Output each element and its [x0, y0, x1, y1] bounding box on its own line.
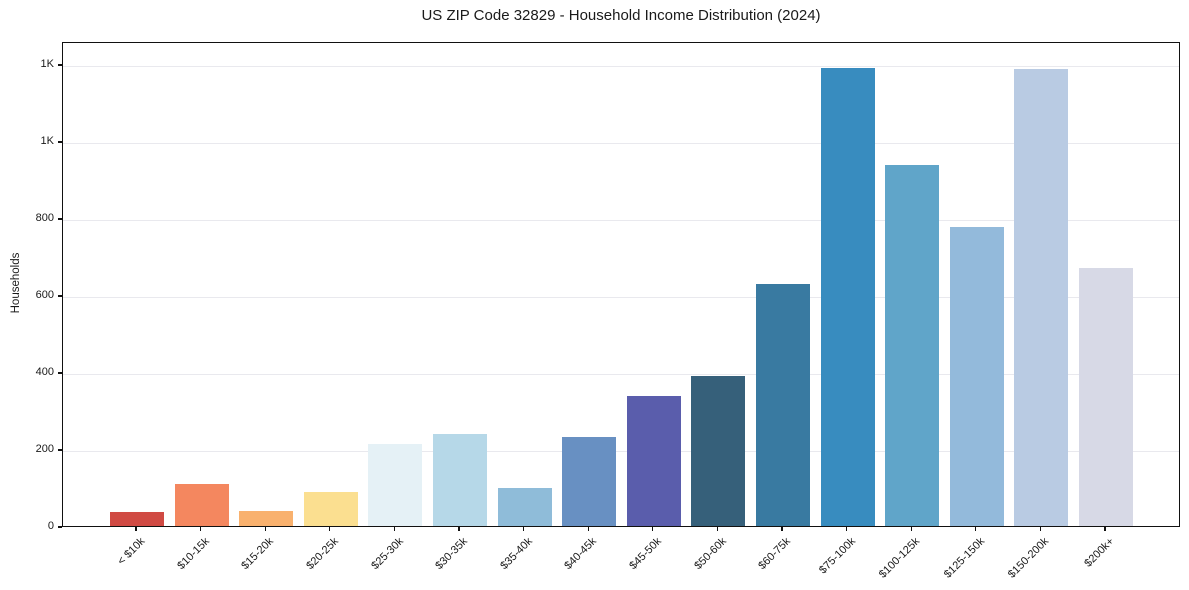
bar: [756, 284, 810, 526]
gridline: [63, 373, 1179, 375]
x-tick-mark: [845, 527, 848, 531]
x-tick-label-text: $150-200k: [1006, 535, 1052, 581]
y-tick-mark: [58, 526, 62, 528]
y-tick-mark: [58, 141, 62, 143]
x-tick-mark: [1104, 527, 1106, 531]
y-tick-label: 1K: [40, 57, 54, 70]
bar: [949, 227, 1004, 526]
x-tick-mark: [329, 527, 331, 531]
gridline: [63, 65, 1179, 67]
bar: [1079, 268, 1133, 526]
x-tick-mark: [975, 527, 977, 531]
gridline: [63, 296, 1179, 298]
x-tick-mark: [522, 527, 525, 531]
x-tick-mark: [458, 527, 460, 531]
x-tick-mark: [135, 527, 137, 531]
y-tick-mark: [58, 449, 62, 451]
x-tick-label-text: $125-150k: [941, 535, 987, 581]
x-tick-label-text: $50-60k: [691, 535, 729, 573]
bar: [562, 437, 617, 526]
bar: [368, 444, 423, 526]
gridline: [63, 219, 1179, 221]
x-tick-label-text: $60-75k: [756, 535, 794, 573]
x-tick-mark: [393, 527, 396, 531]
bar: [691, 376, 746, 526]
gridline: [63, 450, 1179, 452]
x-tick-label-text: $15-20k: [239, 535, 277, 573]
gridline: [63, 142, 1179, 144]
y-tick-label: 400: [35, 365, 54, 378]
x-tick-mark: [199, 527, 202, 531]
chart-title: US ZIP Code 32829 - Household Income Dis…: [421, 7, 821, 24]
y-tick-label: 200: [35, 442, 54, 455]
bar: [303, 492, 358, 526]
bar: [820, 67, 875, 526]
y-tick-mark: [58, 372, 62, 374]
bar: [497, 487, 552, 526]
bar: [174, 484, 229, 526]
y-tick-mark: [58, 218, 62, 220]
x-tick-mark: [264, 527, 266, 531]
x-tick-label-text: $45-50k: [627, 535, 664, 573]
x-tick-label-text: $100-125k: [877, 535, 923, 581]
x-tick-label-text: < $10k: [115, 535, 148, 568]
plot-area: [62, 42, 1180, 527]
y-axis-label: Households: [10, 252, 22, 314]
x-tick-mark: [910, 527, 912, 531]
y-tick-label: 800: [35, 211, 54, 224]
x-tick-mark: [781, 527, 783, 531]
bar: [239, 511, 294, 526]
x-tick-label-text: $20-25k: [304, 535, 341, 573]
bar: [885, 165, 940, 526]
x-tick-mark: [1039, 527, 1042, 531]
x-tick-label-text: $10-15k: [175, 535, 212, 573]
bar: [433, 434, 487, 526]
x-tick-label-text: $200k+: [1081, 535, 1117, 570]
y-tick-label: 1K: [40, 134, 54, 147]
x-tick-mark: [587, 527, 589, 531]
x-tick-label-text: $30-35k: [433, 535, 471, 573]
y-tick-label: 0: [47, 519, 54, 532]
bar: [626, 395, 681, 526]
x-tick-label-text: $25-30k: [368, 535, 406, 573]
x-tick-label-text: $40-45k: [562, 535, 600, 573]
y-tick-mark: [58, 295, 62, 297]
y-tick-mark: [58, 64, 62, 66]
bar: [110, 511, 164, 526]
x-tick-mark: [652, 527, 654, 531]
x-tick-mark: [716, 527, 719, 531]
x-tick-label-text: $75-100k: [816, 535, 858, 577]
x-tick-label-text: $35-40k: [498, 535, 535, 573]
bar: [1014, 68, 1069, 526]
y-tick-label: 600: [35, 288, 54, 301]
